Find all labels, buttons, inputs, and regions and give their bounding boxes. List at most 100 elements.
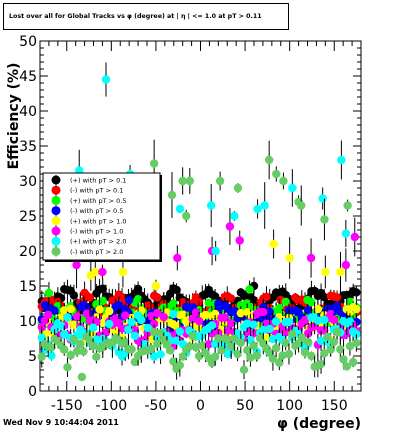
data-point [191, 342, 201, 352]
data-point [272, 169, 281, 179]
data-point [124, 295, 134, 305]
data-point [151, 281, 161, 291]
data-point [326, 345, 335, 354]
legend-marker [51, 206, 61, 216]
data-point [268, 334, 278, 344]
data-point [316, 359, 326, 369]
data-point [320, 349, 329, 358]
data-point [281, 297, 290, 307]
data-point [265, 324, 274, 334]
data-point [156, 350, 165, 359]
data-point [121, 337, 130, 347]
data-point [236, 308, 246, 318]
data-point [303, 295, 312, 305]
data-point [76, 339, 85, 349]
x-tick-label: 150 [321, 398, 348, 414]
data-point [86, 271, 96, 280]
legend-marker [51, 175, 61, 185]
data-point [304, 306, 313, 315]
data-point [95, 305, 104, 314]
data-point [98, 267, 107, 277]
data-point [72, 260, 81, 270]
data-point [313, 304, 323, 314]
data-point [217, 346, 226, 355]
data-point [332, 293, 342, 302]
data-point [259, 307, 268, 317]
legend-marker [51, 226, 61, 236]
data-point [345, 341, 355, 351]
x-tick-label: -150 [51, 398, 83, 414]
series-8 [37, 139, 361, 382]
x-tick-label: -50 [144, 398, 167, 414]
data-point [137, 315, 146, 325]
data-point [230, 306, 239, 316]
legend-marker [51, 246, 61, 256]
data-point [72, 312, 82, 321]
data-point [169, 309, 178, 319]
data-point [169, 357, 178, 366]
data-point [172, 336, 181, 345]
data-point [320, 325, 329, 335]
data-point [223, 335, 233, 344]
data-point [285, 253, 294, 263]
data-point [79, 347, 88, 356]
data-point [194, 316, 204, 326]
data-point [210, 352, 220, 361]
x-tick-label: 50 [236, 398, 254, 414]
data-point [80, 288, 89, 298]
data-point [288, 183, 297, 193]
data-point [153, 339, 162, 349]
data-point [352, 338, 361, 348]
data-point [207, 358, 217, 368]
data-point [210, 309, 220, 319]
data-point [253, 204, 262, 214]
data-point [279, 176, 288, 186]
data-point [226, 342, 236, 352]
data-point [245, 285, 254, 294]
data-point [149, 352, 159, 361]
data-point [284, 317, 294, 327]
data-point [225, 222, 235, 231]
y-tick-label: 5 [28, 349, 37, 365]
data-point [287, 329, 297, 339]
y-tick-label: 20 [19, 244, 37, 260]
y-tick-label: 30 [19, 174, 37, 190]
data-point [182, 316, 191, 326]
data-point [239, 365, 249, 374]
data-point [175, 361, 185, 370]
data-point [259, 325, 268, 335]
data-point [175, 204, 185, 214]
data-point [262, 292, 271, 301]
y-tick-label: 35 [19, 139, 37, 155]
data-point [44, 288, 54, 298]
data-point [223, 326, 233, 335]
data-point [127, 317, 136, 327]
data-point [233, 349, 242, 359]
data-point [352, 330, 361, 339]
x-tick-label: -100 [95, 398, 127, 414]
data-point [127, 345, 136, 354]
data-point [63, 313, 72, 322]
data-point [60, 330, 69, 339]
data-point [121, 311, 130, 320]
x-tick-label: 0 [196, 398, 205, 414]
timestamp: Wed Nov 9 10:44:04 2011 [3, 418, 119, 427]
data-point [249, 295, 258, 305]
y-tick-label: 0 [28, 384, 37, 400]
data-point [198, 341, 207, 350]
data-point [169, 299, 178, 308]
data-point [185, 342, 194, 351]
y-tick-label: 25 [19, 209, 37, 225]
data-point [329, 315, 339, 325]
data-point [307, 351, 316, 361]
y-tick-label: 15 [19, 279, 37, 295]
data-point [352, 304, 361, 314]
data-point [143, 323, 152, 333]
data-point [313, 316, 323, 325]
data-point [336, 345, 345, 354]
data-point [72, 347, 82, 356]
data-point [336, 267, 345, 277]
x-axis-label: φ (degree) [277, 416, 361, 432]
data-point [215, 176, 225, 186]
